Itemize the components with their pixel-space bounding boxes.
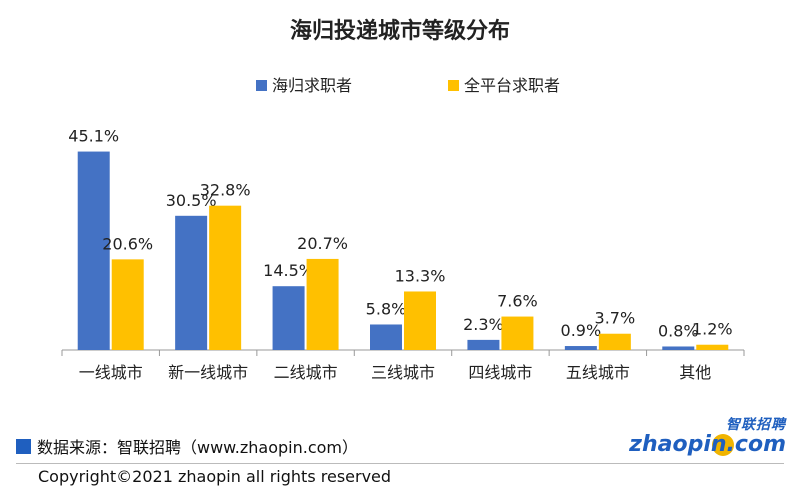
- data-label-0: 2.3%: [463, 315, 504, 334]
- x-tick-label: 新一线城市: [168, 363, 248, 382]
- bar-1: [209, 205, 242, 350]
- logo-text-en: zhaopin.com: [629, 432, 786, 457]
- legend-label-1: 全平台求职者: [464, 76, 560, 95]
- data-label-1: 1.2%: [692, 320, 733, 339]
- data-label-0: 0.9%: [561, 321, 602, 340]
- x-tick-label: 四线城市: [468, 363, 532, 382]
- bar-chart: 海归投递城市等级分布 海归求职者 全平台求职者 一线城市 45.1% 20.6% 新一线…: [61, 18, 745, 382]
- zhaopin-logo: 智联招聘 zhaopin.com: [629, 414, 790, 466]
- source-text: 数据来源：智联招聘（www.zhaopin.com）: [37, 438, 359, 457]
- copyright-text: Copyright©2021 zhaopin all rights reserv…: [38, 467, 392, 486]
- x-tick-label: 五线城市: [566, 363, 630, 382]
- data-label-0: 5.8%: [366, 299, 407, 318]
- legend-label-0: 海归求职者: [272, 76, 352, 95]
- bar-1: [306, 258, 339, 350]
- x-tick-label: 其他: [679, 363, 711, 382]
- bar-1: [404, 291, 436, 350]
- source-square-icon: [16, 438, 31, 454]
- chart-title: 海归投递城市等级分布: [290, 18, 510, 44]
- data-label-0: 0.8%: [658, 321, 699, 340]
- bar-0: [175, 215, 208, 350]
- data-label-0: 45.1%: [68, 127, 119, 146]
- data-label-0: 30.5%: [166, 191, 217, 210]
- data-label-1: 13.3%: [395, 266, 446, 285]
- bar-0: [77, 151, 110, 350]
- data-label-0: 14.5%: [263, 261, 314, 280]
- logo-text-cn: 智联招聘: [726, 417, 786, 433]
- data-label-1: 20.6%: [102, 234, 153, 253]
- x-tick-label: 三线城市: [371, 363, 435, 382]
- x-tick-label: 二线城市: [274, 363, 338, 382]
- source-note: 数据来源：智联招聘（www.zhaopin.com）: [16, 434, 358, 458]
- bar-0: [370, 324, 402, 350]
- bar-0: [564, 346, 597, 350]
- bar-1: [696, 344, 729, 350]
- bar-0: [272, 286, 305, 350]
- legend-swatch-0: [256, 80, 267, 91]
- bar-1: [501, 316, 534, 350]
- bar-1: [111, 259, 144, 350]
- data-label-1: 32.8%: [200, 181, 251, 200]
- bar-0: [662, 346, 695, 350]
- footer-divider: [16, 463, 784, 464]
- logo-dot-icon: [712, 434, 734, 456]
- plot-area: 一线城市 45.1% 20.6% 新一线城市 30.5%32.8% 二线城市 14.5% 20…: [61, 127, 745, 382]
- legend: 海归求职者 全平台求职者: [256, 76, 560, 95]
- bar-1: [598, 333, 631, 350]
- data-label-1: 20.7%: [297, 234, 348, 253]
- data-label-1: 3.7%: [595, 309, 636, 328]
- data-label-1: 7.6%: [497, 292, 538, 311]
- x-tick-label: 一线城市: [79, 363, 143, 382]
- legend-swatch-1: [448, 80, 459, 91]
- bar-0: [467, 339, 500, 350]
